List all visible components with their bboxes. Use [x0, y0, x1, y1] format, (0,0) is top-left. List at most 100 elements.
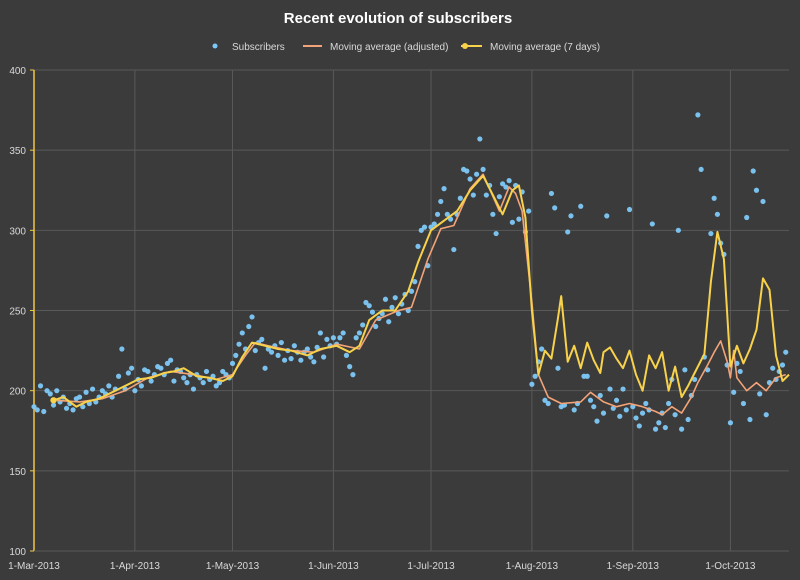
subscriber-point	[692, 376, 698, 383]
legend-label-adjusted: Moving average (adjusted)	[330, 42, 448, 53]
y-tick-label: 250	[9, 307, 26, 318]
subscriber-point	[552, 205, 558, 211]
subscriber-point	[594, 418, 600, 424]
subscriber-point	[288, 356, 294, 362]
subscriber-point	[418, 227, 424, 233]
subscriber-point	[600, 410, 607, 416]
subscriber-point	[203, 368, 210, 375]
subscriber-point	[727, 420, 734, 426]
subscriber-point	[548, 190, 555, 197]
subscriber-point	[578, 203, 584, 209]
subscriber-point	[617, 413, 623, 419]
subscriber-point	[441, 186, 447, 192]
subscriber-point	[737, 368, 743, 375]
subscriber-point	[587, 397, 594, 403]
subscriber-point	[496, 194, 502, 200]
subscriber-point	[281, 357, 288, 363]
subscriber-point	[431, 221, 437, 227]
subscriber-point	[392, 295, 398, 301]
subscriber-point	[249, 314, 255, 320]
legend-item-ma7: Moving average (7 days)	[461, 42, 600, 53]
subscriber-point	[278, 339, 284, 346]
subscriber-point	[252, 347, 258, 354]
legend-marker-ma7	[462, 43, 468, 49]
subscriber-point	[555, 365, 561, 371]
subscriber-point	[369, 309, 376, 315]
subscriber-point	[421, 224, 428, 230]
subscriber-point	[662, 424, 668, 431]
x-tick-label: 1-Jul-2013	[407, 561, 455, 572]
subscriber-point	[353, 335, 359, 341]
subscriber-point	[679, 426, 685, 432]
series-subscribers	[31, 112, 789, 432]
subscriber-point	[220, 368, 226, 375]
subscriber-point	[747, 416, 753, 423]
subscriber-point	[298, 357, 304, 363]
subscriber-point	[757, 391, 763, 397]
subscriber-point	[438, 198, 444, 205]
subscriber-point	[571, 407, 577, 413]
subscriber-point	[50, 402, 57, 408]
subscriber-point	[99, 388, 105, 394]
subscriber-point	[545, 400, 551, 407]
subscriber-point	[672, 412, 678, 418]
subscriber-point	[37, 383, 44, 389]
subscriber-point	[343, 352, 350, 358]
subscriber-point	[643, 400, 649, 407]
subscriber-point	[324, 336, 330, 342]
subscriber-point	[190, 386, 197, 392]
subscriber-point	[500, 181, 506, 187]
subscriber-point	[506, 178, 512, 184]
x-tick-label: 1-May-2013	[206, 561, 260, 572]
subscriber-point	[34, 407, 40, 413]
x-tick-label: 1-Sep-2013	[607, 561, 660, 572]
subscriber-point	[106, 383, 112, 389]
subscriber-point	[308, 354, 314, 360]
axis-layer	[30, 69, 789, 552]
subscriber-point	[779, 362, 786, 368]
line-adjusted	[56, 173, 786, 416]
subscriber-point	[477, 136, 483, 142]
subscriber-point	[464, 168, 470, 174]
subscriber-point	[740, 400, 747, 407]
subscriber-point	[314, 344, 320, 350]
subscriber-point	[356, 330, 363, 336]
subscriber-point	[259, 336, 265, 342]
subscriber-point	[493, 230, 499, 237]
subscriber-point	[610, 405, 616, 411]
subscriber-point	[526, 208, 532, 214]
y-tick-label: 100	[9, 547, 26, 558]
subscriber-point	[516, 216, 522, 222]
subscriber-point	[83, 389, 89, 395]
chart-title: Recent evolution of subscribers	[284, 10, 512, 27]
subscriber-point	[168, 357, 174, 363]
subscriber-point	[41, 408, 47, 415]
subscriber-point	[268, 349, 275, 355]
subscriber-point	[473, 171, 480, 177]
subscriber-point	[665, 400, 672, 407]
x-tick-label: 1-Jun-2013	[308, 561, 359, 572]
subscriber-point	[311, 359, 317, 365]
subscriber-point	[639, 410, 646, 416]
subscriber-point	[116, 373, 122, 379]
subscriber-point	[340, 330, 346, 336]
legend: Subscribers Moving average (adjusted) Mo…	[212, 42, 600, 53]
series-adjusted	[56, 173, 786, 416]
subscriber-point	[434, 211, 441, 217]
subscriber-point	[395, 311, 402, 317]
legend-item-subscribers: Subscribers	[212, 42, 285, 53]
subscriber-point	[304, 346, 310, 352]
subscriber-point	[509, 219, 515, 225]
subscriber-point	[714, 211, 721, 217]
legend-label-subscribers: Subscribers	[232, 42, 285, 53]
subscriber-point	[291, 343, 297, 349]
subscriber-point	[47, 391, 53, 397]
subscriber-point	[597, 392, 603, 399]
tick-labels: 100 150 200 250 300 350 400 1-Mar-2013 1-Apr-201…	[8, 66, 756, 572]
grid-layer	[33, 69, 789, 552]
subscriber-point	[636, 423, 642, 429]
subscriber-point	[229, 360, 236, 367]
x-tick-label: 1-Aug-2013	[506, 561, 559, 572]
subscriber-point	[584, 373, 590, 379]
